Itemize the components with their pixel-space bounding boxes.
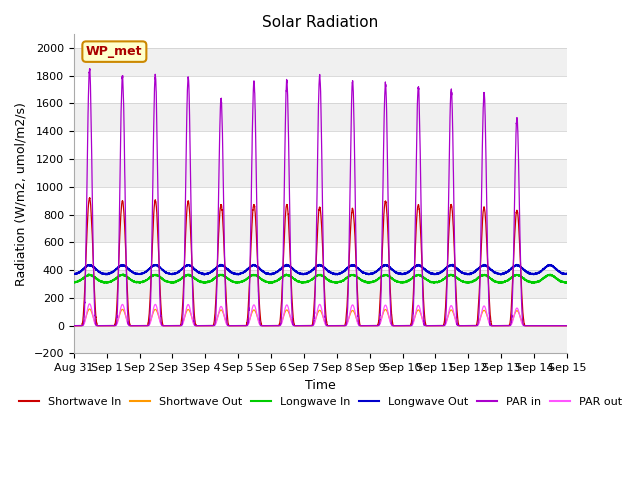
Legend: Shortwave In, Shortwave Out, Longwave In, Longwave Out, PAR in, PAR out: Shortwave In, Shortwave Out, Longwave In… bbox=[14, 393, 627, 412]
Bar bbox=[74, 325, 567, 353]
Bar bbox=[74, 48, 567, 76]
Bar bbox=[74, 131, 567, 159]
Bar bbox=[74, 187, 567, 215]
Title: Solar Radiation: Solar Radiation bbox=[262, 15, 378, 30]
Bar bbox=[74, 242, 567, 270]
Bar bbox=[74, 298, 567, 325]
Bar bbox=[74, 76, 567, 103]
X-axis label: Time: Time bbox=[305, 379, 336, 392]
Y-axis label: Radiation (W/m2, umol/m2/s): Radiation (W/m2, umol/m2/s) bbox=[15, 102, 28, 286]
Text: WP_met: WP_met bbox=[86, 45, 143, 58]
Bar bbox=[74, 103, 567, 131]
Bar bbox=[74, 270, 567, 298]
Bar bbox=[74, 215, 567, 242]
Bar bbox=[74, 159, 567, 187]
